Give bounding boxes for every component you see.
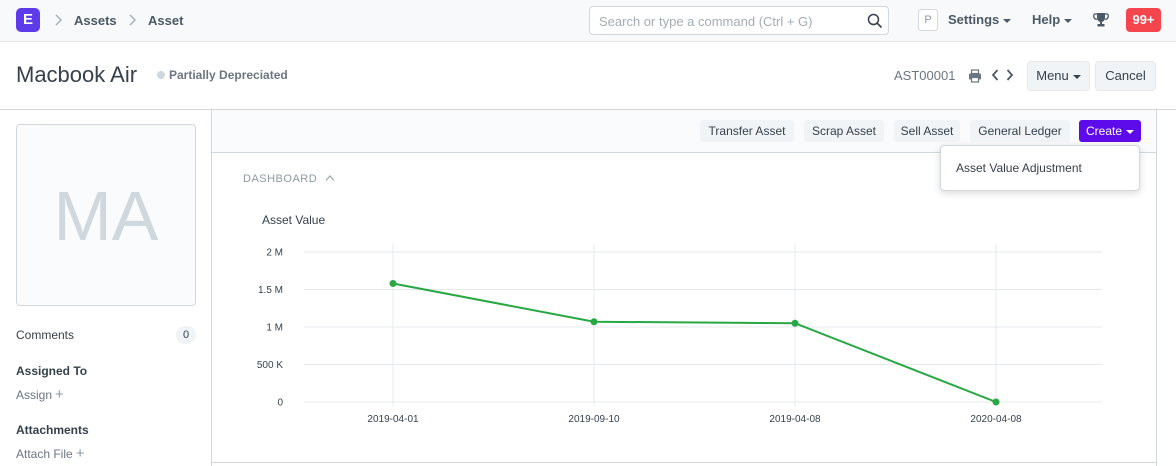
- plus-icon: +: [55, 386, 64, 403]
- y-axis-ticks: 0 500 K 1 M 1.5 M 2 M: [257, 248, 284, 409]
- data-point[interactable]: [791, 319, 799, 327]
- caret-down-icon: [1064, 18, 1073, 23]
- settings-label: Settings: [948, 12, 1000, 27]
- status-badge: Partially Depreciated: [169, 68, 288, 82]
- chevron-left-icon[interactable]: [990, 68, 1000, 82]
- attach-file-label: Attach File: [16, 447, 73, 461]
- breadcrumb-assets[interactable]: Assets: [74, 13, 117, 28]
- create-button[interactable]: Create: [1079, 120, 1141, 142]
- chart-series: [389, 280, 1000, 406]
- x-tick-label: 2019-09-10: [568, 414, 620, 425]
- caret-down-icon: [1003, 18, 1012, 23]
- x-axis-ticks: 2019-04-01 2019-09-10 2019-04-08 2020-04-08: [367, 414, 1022, 425]
- y-tick-label: 1 M: [266, 323, 283, 334]
- notifications-badge[interactable]: 99+: [1126, 8, 1161, 32]
- status-indicator-icon: [157, 71, 165, 79]
- help-label: Help: [1032, 12, 1061, 27]
- caret-down-icon: [1072, 74, 1081, 79]
- caret-down-icon: [1126, 129, 1135, 134]
- trophy-icon[interactable]: [1093, 11, 1109, 29]
- assigned-to-label: Assigned To: [16, 364, 88, 378]
- chevron-right-icon[interactable]: [1005, 68, 1015, 82]
- sell-asset-button[interactable]: Sell Asset: [894, 120, 960, 142]
- settings-menu[interactable]: Settings: [948, 12, 1012, 27]
- help-menu[interactable]: Help: [1032, 12, 1073, 27]
- print-icon[interactable]: [968, 69, 982, 83]
- plus-icon: +: [75, 445, 85, 462]
- scrap-asset-button[interactable]: Scrap Asset: [804, 120, 884, 142]
- series-line: [392, 282, 997, 403]
- transfer-asset-button[interactable]: Transfer Asset: [700, 120, 794, 142]
- breadcrumb-asset[interactable]: Asset: [148, 13, 184, 28]
- create-label: Create: [1085, 124, 1123, 138]
- user-avatar[interactable]: P: [918, 9, 938, 31]
- asset-avatar: MA: [16, 124, 196, 306]
- data-point[interactable]: [389, 280, 397, 287]
- create-dropdown-menu: Asset Value Adjustment: [940, 145, 1140, 191]
- comments-label: Comments: [16, 328, 75, 342]
- dashboard-section-label[interactable]: DASHBOARD: [243, 173, 318, 185]
- assign-link[interactable]: Assign +: [16, 386, 64, 403]
- chart-title: Asset Value: [262, 213, 325, 227]
- attach-file-link[interactable]: Attach File +: [16, 445, 84, 462]
- document-id: AST00001: [894, 68, 956, 83]
- chart-grid: [304, 244, 1102, 406]
- search-input[interactable]: Search or type a command (Ctrl + G): [589, 6, 889, 35]
- y-tick-label: 1.5 M: [258, 285, 283, 296]
- general-ledger-button[interactable]: General Ledger: [970, 120, 1070, 142]
- x-tick-label: 2020-04-08: [970, 414, 1022, 425]
- search-icon[interactable]: [866, 12, 884, 30]
- search-placeholder: Search or type a command (Ctrl + G): [599, 14, 813, 29]
- chevron-right-icon: [55, 14, 62, 26]
- chevron-up-icon[interactable]: [325, 174, 335, 182]
- y-tick-label: 500 K: [257, 360, 283, 371]
- asset-value-chart: Asset Value 0 500 K 1 M 1.5 M 2 M 2019-04-01…: [228, 202, 1142, 432]
- y-tick-label: 2 M: [266, 248, 283, 259]
- page-title: Macbook Air: [16, 62, 138, 87]
- y-tick-label: 0: [277, 398, 283, 409]
- menu-item-asset-value-adjustment[interactable]: Asset Value Adjustment: [956, 161, 1082, 175]
- data-point[interactable]: [590, 318, 598, 326]
- menu-button[interactable]: Menu: [1027, 61, 1090, 91]
- cancel-button[interactable]: Cancel: [1095, 61, 1156, 91]
- comments-count-badge: 0: [176, 326, 196, 344]
- x-tick-label: 2019-04-08: [769, 414, 821, 425]
- attachments-label: Attachments: [16, 423, 89, 437]
- navbar: E Assets Asset Search or type a command …: [0, 0, 1176, 42]
- data-point[interactable]: [992, 398, 1000, 406]
- x-tick-label: 2019-04-01: [367, 414, 419, 425]
- page-head: Macbook Air Partially Depreciated AST000…: [0, 42, 1176, 110]
- assign-label: Assign: [16, 388, 53, 402]
- section-divider: [212, 462, 1156, 463]
- chevron-right-icon: [129, 14, 136, 26]
- chart-svg: Asset Value 0 500 K 1 M 1.5 M 2 M 2019-04-01…: [257, 213, 1102, 425]
- menu-label: Menu: [1036, 68, 1069, 83]
- app-logo[interactable]: E: [16, 8, 40, 32]
